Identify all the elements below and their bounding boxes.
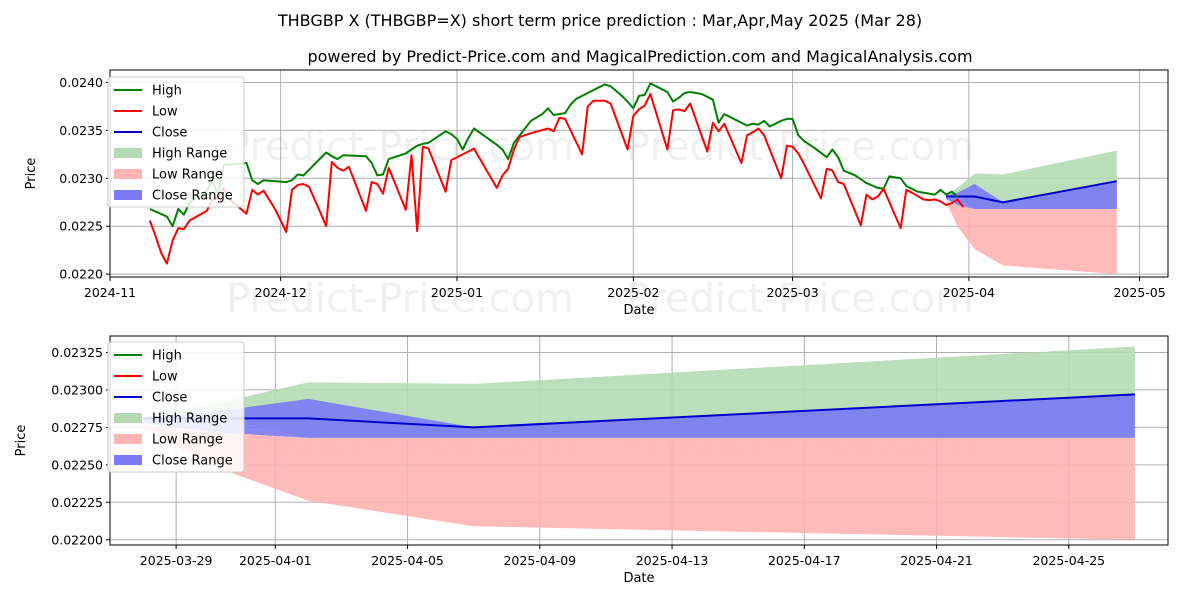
x-tick-label: 2025-04-21	[900, 553, 973, 568]
close-line	[946, 180, 1117, 204]
y-tick-label: 0.02250	[51, 457, 103, 472]
bottom-chart-panel: Predict-Price.comPredict-Price.com2025-0…	[14, 335, 1169, 586]
legend-label: Close Range	[152, 454, 233, 469]
x-tick-label: 2025-05	[1113, 285, 1165, 300]
y-axis-label: Price	[24, 158, 39, 190]
x-tick-label: 2025-04-09	[503, 553, 576, 568]
x-tick-label: 2025-02	[607, 285, 659, 300]
legend-label: Close	[152, 391, 187, 406]
legend-label: Close	[152, 126, 187, 141]
legend-label: Low Range	[152, 168, 223, 183]
close-range-band	[946, 181, 1117, 209]
watermark-text: Predict-Price.com	[226, 124, 574, 170]
legend-label: High	[152, 349, 182, 364]
low-range-band	[143, 425, 1135, 540]
legend-label: Close Range	[152, 189, 233, 204]
chart-title: THBGBP X (THBGBP=X) short term price pre…	[277, 11, 922, 30]
x-tick-label: 2025-04-25	[1032, 553, 1105, 568]
x-tick-label: 2025-03-29	[140, 553, 213, 568]
close-range-band	[143, 394, 1135, 438]
y-tick-label: 0.02275	[51, 420, 103, 435]
x-tick-label: 2024-12	[255, 285, 307, 300]
x-axis-label: Date	[623, 571, 654, 586]
legend-swatch-low-range	[114, 169, 142, 179]
y-tick-label: 0.02325	[51, 345, 103, 360]
legend: High Low Close High Range Low Range Close Ran…	[107, 76, 245, 208]
legend-swatch-close-range	[114, 455, 142, 465]
legend-label: Low	[152, 105, 178, 120]
x-tick-label: 2025-04-01	[239, 553, 312, 568]
y-axis-label: Price	[14, 425, 29, 457]
y-tick-label: 0.02225	[51, 495, 103, 510]
high-line	[149, 82, 959, 228]
legend-label: Low Range	[152, 433, 223, 448]
y-tick-label: 0.02200	[51, 532, 103, 547]
y-tick-label: 0.0235	[59, 123, 103, 138]
x-tick-label: 2025-01	[431, 285, 483, 300]
legend-swatch-close-range	[114, 190, 142, 200]
legend-swatch-high-range	[114, 148, 142, 158]
x-tick-label: 2025-04-05	[371, 553, 444, 568]
top-chart-panel: Predict-Price.com Predict-Price.com Predic…	[24, 69, 1169, 322]
low-range-band	[946, 201, 1117, 275]
y-tick-label: 0.0230	[59, 171, 103, 186]
x-tick-label: 2024-11	[84, 285, 136, 300]
watermark-text: Predict-Price.com	[626, 124, 974, 170]
x-tick-label: 2025-04-17	[768, 553, 841, 568]
y-tick-label: 0.0240	[59, 75, 103, 90]
chart-subtitle: powered by Predict-Price.com and Magical…	[307, 47, 972, 66]
legend-label: High Range	[152, 147, 227, 162]
legend-swatch-high-range	[114, 413, 142, 423]
watermark-text: Predict-Price.com	[626, 276, 974, 322]
x-tick-label: 2025-03	[766, 285, 818, 300]
legend: High Low Close High Range Low Range Close Ran…	[107, 341, 245, 473]
legend-label: High	[152, 84, 182, 99]
y-tick-label: 0.0220	[59, 267, 103, 282]
y-tick-label: 0.0225	[59, 219, 103, 234]
x-tick-label: 2025-04	[943, 285, 995, 300]
x-tick-label: 2025-04-13	[636, 553, 709, 568]
x-axis-label: Date	[623, 303, 654, 318]
legend-swatch-low-range	[114, 434, 142, 444]
legend-label: High Range	[152, 412, 227, 427]
y-tick-label: 0.02300	[51, 382, 103, 397]
low-line	[148, 93, 964, 265]
legend-label: Low	[152, 370, 178, 385]
watermark-text: Predict-Price.com	[226, 276, 574, 322]
